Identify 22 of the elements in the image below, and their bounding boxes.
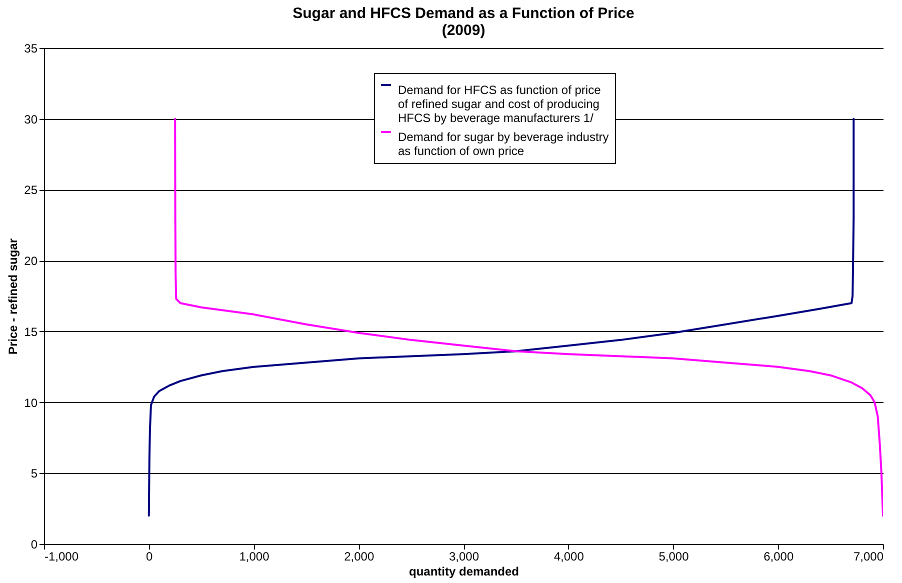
legend-label: Demand for sugar by beverage industry as function of own price: [398, 130, 609, 158]
x-tick-label: -1,000: [44, 550, 79, 564]
y-tick-label: 0: [30, 538, 38, 552]
y-tick-label: 20: [24, 254, 38, 268]
x-tick-label: 4,000: [554, 550, 584, 564]
y-tick-label: 25: [24, 183, 38, 198]
legend-label: Demand for HFCS as function of price of refined sugar and cost of producing HFCS by beverage manufacturers 1/: [398, 83, 602, 125]
x-tick-label: 2,000: [344, 550, 374, 564]
y-tick-label: 30: [24, 112, 38, 126]
x-tick-label: 1,000: [239, 550, 270, 564]
x-tick-label: 0: [146, 550, 154, 564]
y-tick-label: 35: [24, 42, 38, 56]
y-tick-label: 5: [30, 466, 38, 481]
x-axis-title: quantity demanded: [408, 564, 520, 578]
y-axis-title: Price - refined sugar: [6, 238, 20, 355]
x-tick-label: 6,000: [764, 550, 794, 564]
x-tick-label: 3,000: [448, 550, 480, 564]
chart-title: Sugar and HFCS Demand as a Function of Price (2009): [292, 5, 634, 39]
y-tick-label: 10: [24, 396, 38, 410]
x-tick-label: 5,000: [658, 550, 690, 564]
y-tick-label: 15: [24, 324, 38, 339]
x-tick-label: 7,000: [853, 550, 884, 564]
